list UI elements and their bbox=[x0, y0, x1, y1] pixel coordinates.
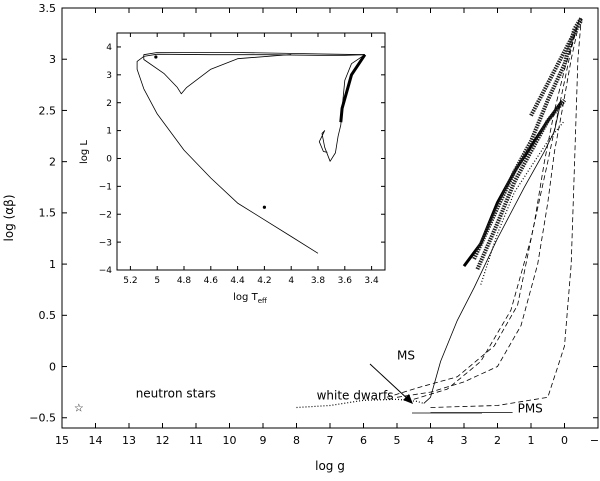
main-x-tick-label: 8 bbox=[293, 434, 300, 447]
inset-y-tick-label: −1 bbox=[99, 183, 112, 193]
main-y-axis-label: log (αβ) bbox=[2, 194, 16, 241]
inset-y-tick-label: 1 bbox=[106, 127, 112, 137]
main-x-tick-label: 11 bbox=[189, 434, 203, 447]
inset-x-tick-label: 3.8 bbox=[311, 276, 326, 286]
main-y-tick-label: 2.5 bbox=[39, 104, 57, 117]
main-x-tick-label: 1 bbox=[528, 434, 535, 447]
inset-x-tick-label: 5.2 bbox=[123, 276, 137, 286]
inset-series-3-line bbox=[339, 53, 367, 123]
main-y-tick-label: 0 bbox=[49, 360, 56, 373]
main-y-tick-label: 3.5 bbox=[39, 2, 57, 15]
inset-y-tick-label: −3 bbox=[99, 238, 112, 248]
main-series-10-line bbox=[430, 18, 582, 408]
main-series: ☆ bbox=[74, 17, 584, 415]
main-series-4-line bbox=[475, 98, 567, 270]
main-series-12-line bbox=[480, 120, 565, 285]
main-x-tick-label: −1 bbox=[590, 434, 600, 447]
inset-panel: 5.2 5 4.8 4.6 4.4 4.2 4 3.8 3.6 3.4−4−3−2−101234 … bbox=[79, 32, 386, 305]
inset-x-tick-label: 3.4 bbox=[364, 276, 379, 286]
annotation-ms: MS bbox=[397, 348, 415, 362]
main-x-tick-label: 9 bbox=[260, 434, 267, 447]
main-series-2-line bbox=[423, 100, 562, 404]
inset-series-1-line bbox=[143, 52, 365, 95]
main-x-tick-label: 7 bbox=[327, 434, 334, 447]
inset-x-tick-label: 4.2 bbox=[257, 276, 271, 286]
annotation-white-dwarfs: white dwarfs bbox=[317, 388, 394, 402]
main-x-tick-label: 13 bbox=[122, 434, 136, 447]
inset-x-tick-label: 4.4 bbox=[230, 276, 245, 286]
inset-x-axis-label-sub: eff bbox=[258, 297, 267, 305]
main-y-tick-label: 0.5 bbox=[39, 309, 57, 322]
inset-x-tick-label: 4.8 bbox=[177, 276, 192, 286]
inset-y-tick-label: −2 bbox=[99, 210, 112, 220]
main-x-tick-label: 14 bbox=[89, 434, 103, 447]
inset-y-tick-label: 3 bbox=[106, 71, 112, 81]
main-x-tick-label: 12 bbox=[156, 434, 170, 447]
inset-series bbox=[136, 52, 367, 254]
inset-x-tick-label: 4 bbox=[288, 276, 294, 286]
annotation-neutron-stars: neutron stars bbox=[136, 386, 216, 400]
main-x-tick-label: 10 bbox=[223, 434, 237, 447]
ms-arrow-line bbox=[369, 363, 412, 403]
main-y-tick-label: 1 bbox=[49, 258, 56, 271]
inset-x-axis-label: log Teff bbox=[233, 292, 267, 305]
main-x-axis-label: log g bbox=[315, 459, 345, 473]
main-y-tick-label: −0.5 bbox=[29, 412, 56, 425]
inset-series-2-line bbox=[318, 54, 366, 162]
main-x-tick-label: 2 bbox=[494, 434, 501, 447]
main-x-tick-label: 4 bbox=[427, 434, 434, 447]
inset-x-axis-label-main: log T bbox=[233, 292, 258, 303]
main-annotations: neutron stars white dwarfs MS PMS bbox=[136, 348, 543, 415]
inset-x-tick-label: 5 bbox=[154, 276, 160, 286]
main-series-0-star-marker: ☆ bbox=[74, 402, 84, 415]
main-x-tick-label: 15 bbox=[55, 434, 69, 447]
inset-plot-frame bbox=[116, 32, 386, 271]
main-series-7-line bbox=[396, 28, 579, 398]
main-x-tick-label: 3 bbox=[461, 434, 468, 447]
main-series-9-line bbox=[413, 18, 580, 400]
inset-y-tick-label: 4 bbox=[106, 43, 112, 53]
inset-series-4-point bbox=[262, 205, 266, 209]
inset-background bbox=[117, 33, 385, 270]
main-y-tick-label: 2 bbox=[49, 156, 56, 169]
inset-y-tick-label: 2 bbox=[106, 99, 112, 109]
inset-x-tick-label: 4.6 bbox=[204, 276, 219, 286]
inset-y-tick-label: −4 bbox=[99, 266, 113, 276]
main-x-tick-label: 6 bbox=[360, 434, 367, 447]
inset-series-4-point bbox=[154, 55, 158, 59]
main-y-tick-label: 1.5 bbox=[39, 207, 57, 220]
ms-arrowhead bbox=[403, 394, 413, 404]
inset-y-tick-label: 0 bbox=[106, 155, 112, 165]
main-series-8-line bbox=[386, 23, 579, 398]
main-x-tick-label: 0 bbox=[561, 434, 568, 447]
inset-x-tick-label: 3.6 bbox=[338, 276, 353, 286]
main-series-1-line bbox=[296, 398, 424, 409]
annotation-pms: PMS bbox=[518, 402, 543, 416]
main-series-6-line bbox=[529, 19, 584, 117]
main-y-tick-label: 3 bbox=[49, 53, 56, 66]
main-x-tick-label: 5 bbox=[394, 434, 401, 447]
inset-ticks: 5.2 5 4.8 4.6 4.4 4.2 4 3.8 3.6 3.4 −4 −3 −2 −1 0 1 2 3 4 bbox=[99, 33, 385, 286]
main-ticks: 1514131211109876543210−1−0.500.511.522.5… bbox=[29, 2, 600, 447]
inset-y-axis-label: log L bbox=[79, 140, 90, 164]
